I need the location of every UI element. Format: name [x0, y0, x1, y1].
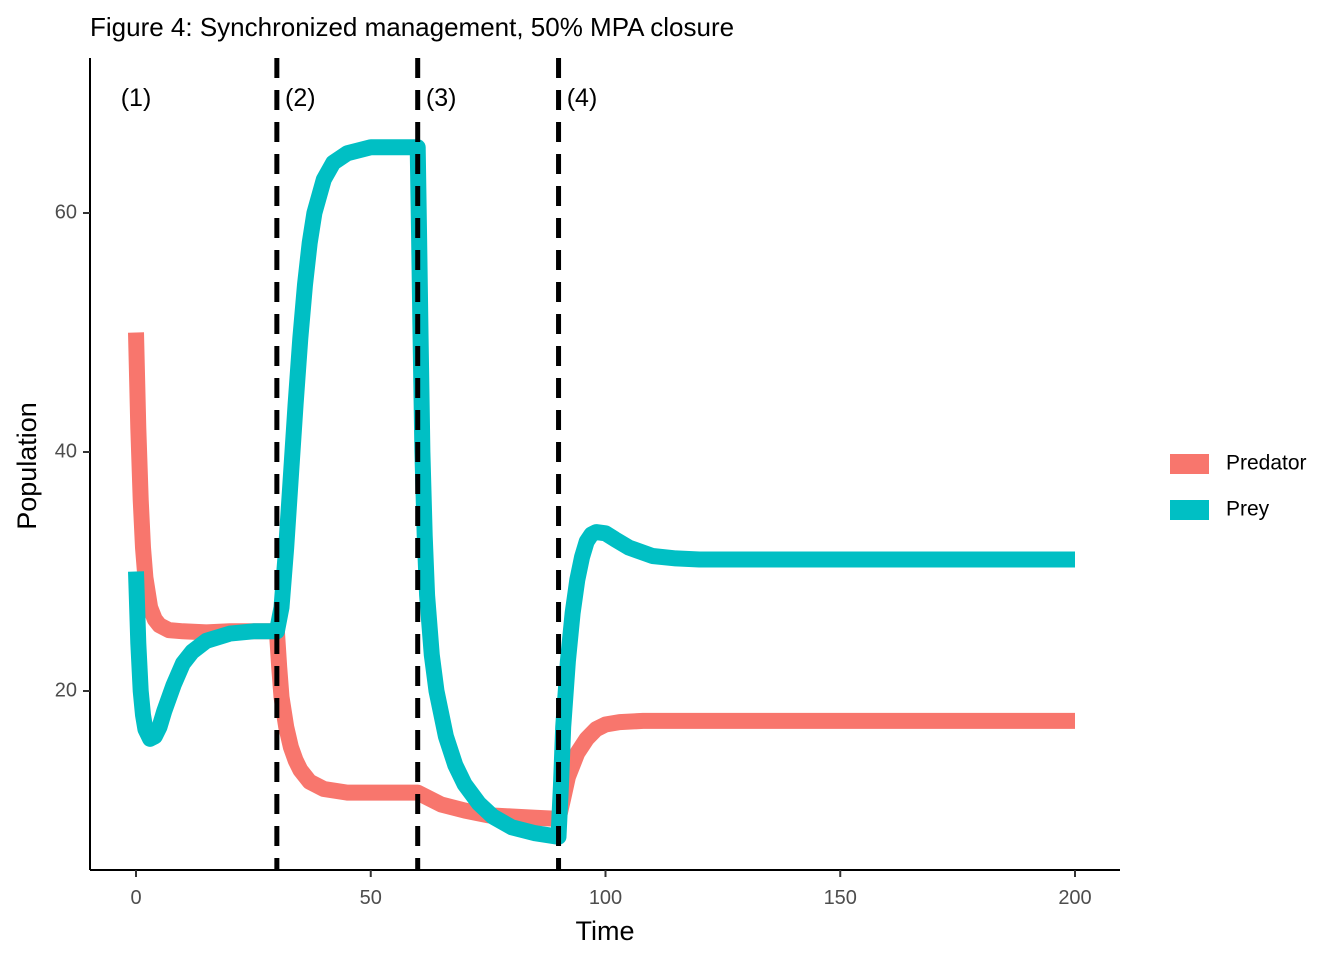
y-tick-label: 20 — [55, 679, 77, 701]
y-axis-title: Population — [12, 402, 42, 530]
plot-area: (1) (2) (3) (4) — [121, 58, 1075, 870]
phase-label: (1) — [121, 84, 152, 112]
phase-label: (2) — [285, 84, 316, 112]
legend: Predator Prey — [1170, 452, 1307, 521]
legend-label-predator: Predator — [1226, 452, 1307, 475]
chart-title: Figure 4: Synchronized management, 50% M… — [90, 12, 734, 42]
legend-key-prey — [1170, 500, 1209, 520]
x-tick-label: 100 — [589, 887, 622, 909]
x-axis-title: Time — [576, 916, 635, 946]
phase-label: (3) — [426, 84, 457, 112]
y-tick-label: 60 — [55, 201, 77, 223]
y-tick-label: 40 — [55, 440, 77, 462]
legend-label-prey: Prey — [1226, 498, 1270, 521]
x-tick-label: 150 — [824, 887, 857, 909]
x-tick-label: 0 — [130, 887, 141, 909]
x-tick-label: 50 — [360, 887, 382, 909]
series-line-predator — [128, 332, 1075, 827]
phase-label: (4) — [567, 84, 598, 112]
x-tick-label: 200 — [1058, 887, 1091, 909]
axes: 0 50 100 150 200 20 40 60 — [55, 58, 1120, 909]
legend-key-predator — [1170, 454, 1209, 474]
